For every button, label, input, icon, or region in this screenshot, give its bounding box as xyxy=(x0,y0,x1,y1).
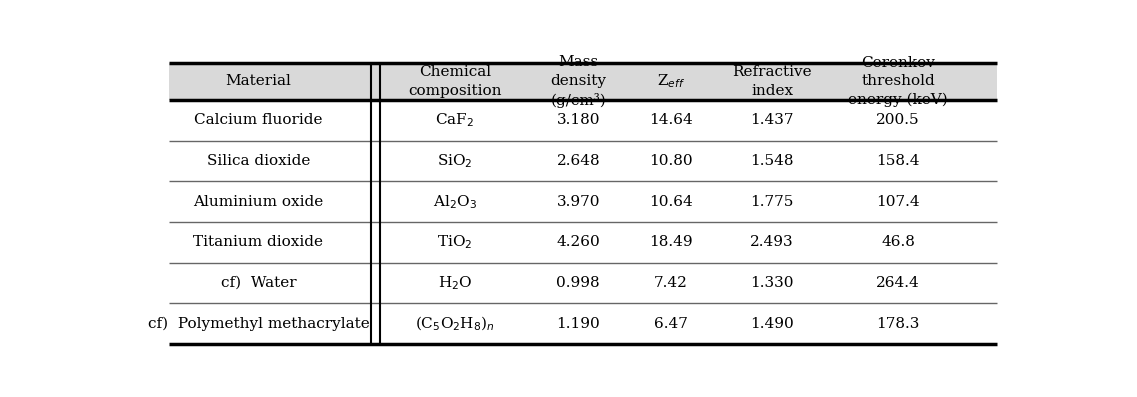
Text: Chemical
composition: Chemical composition xyxy=(408,65,501,98)
Text: Aluminium oxide: Aluminium oxide xyxy=(193,195,324,209)
Text: 1.330: 1.330 xyxy=(750,276,794,290)
Text: 2.648: 2.648 xyxy=(556,154,600,168)
Text: 4.260: 4.260 xyxy=(556,235,600,249)
Text: 10.80: 10.80 xyxy=(649,154,692,168)
Text: 200.5: 200.5 xyxy=(877,113,920,127)
Text: (C$_5$O$_2$H$_8$)$_n$: (C$_5$O$_2$H$_8$)$_n$ xyxy=(415,314,495,333)
Text: 14.64: 14.64 xyxy=(649,113,692,127)
Text: Cerenkov
threshold
energy (keV): Cerenkov threshold energy (keV) xyxy=(848,56,948,107)
Text: SiO$_2$: SiO$_2$ xyxy=(437,152,473,170)
Text: 3.970: 3.970 xyxy=(556,195,600,209)
Text: Mass
density
(g/cm³): Mass density (g/cm³) xyxy=(550,55,606,108)
Text: H$_2$O: H$_2$O xyxy=(438,274,472,292)
Text: Refractive
index: Refractive index xyxy=(732,65,812,98)
Text: 0.998: 0.998 xyxy=(556,276,600,290)
Text: Material: Material xyxy=(225,74,291,89)
Text: Silica dioxide: Silica dioxide xyxy=(207,154,310,168)
Text: 178.3: 178.3 xyxy=(877,317,920,331)
Text: 107.4: 107.4 xyxy=(877,195,920,209)
Text: TiO$_2$: TiO$_2$ xyxy=(438,233,473,251)
Text: 1.490: 1.490 xyxy=(750,317,794,331)
Text: 264.4: 264.4 xyxy=(877,276,920,290)
Text: Calcium fluoride: Calcium fluoride xyxy=(194,113,323,127)
Text: 7.42: 7.42 xyxy=(654,276,688,290)
Text: 1.775: 1.775 xyxy=(750,195,794,209)
Text: Z$_{eff}$: Z$_{eff}$ xyxy=(657,73,684,90)
Text: 158.4: 158.4 xyxy=(877,154,920,168)
Bar xyxy=(168,63,997,100)
Text: 18.49: 18.49 xyxy=(649,235,692,249)
Text: 3.180: 3.180 xyxy=(556,113,600,127)
Text: 6.47: 6.47 xyxy=(654,317,688,331)
Text: Al$_2$O$_3$: Al$_2$O$_3$ xyxy=(433,193,476,210)
Text: Titanium dioxide: Titanium dioxide xyxy=(193,235,323,249)
Text: 10.64: 10.64 xyxy=(649,195,692,209)
Text: 46.8: 46.8 xyxy=(881,235,915,249)
Text: CaF$_2$: CaF$_2$ xyxy=(435,112,474,129)
Text: 1.190: 1.190 xyxy=(556,317,600,331)
Text: 1.548: 1.548 xyxy=(750,154,794,168)
Text: cf)  Water: cf) Water xyxy=(221,276,297,290)
Text: 1.437: 1.437 xyxy=(750,113,794,127)
Text: 2.493: 2.493 xyxy=(750,235,794,249)
Text: cf)  Polymethyl methacrylate: cf) Polymethyl methacrylate xyxy=(148,317,370,331)
